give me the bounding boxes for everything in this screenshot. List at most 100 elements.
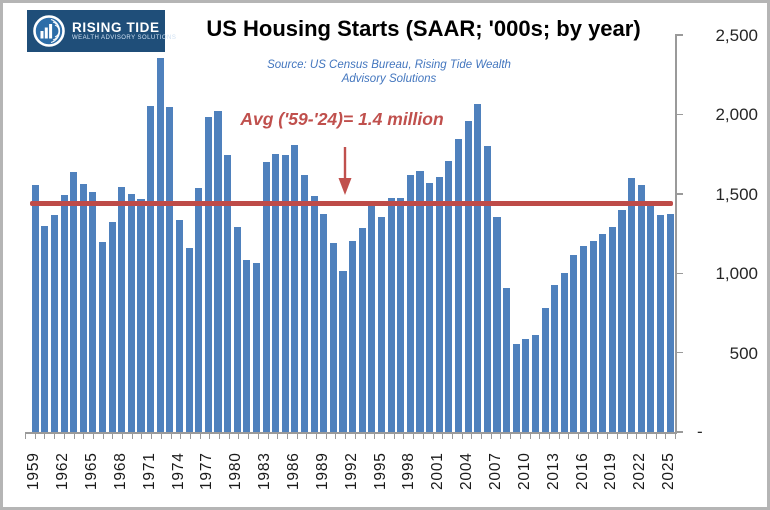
y-tick-0 xyxy=(675,431,683,433)
bar-2021 xyxy=(628,177,636,432)
x-tick-label-2001: 2001 xyxy=(429,452,447,490)
bar-2016 xyxy=(579,245,588,432)
bar-1972 xyxy=(156,57,164,432)
bar-2025 xyxy=(666,214,674,432)
x-tick-65 xyxy=(655,434,657,439)
source-note-line2: Advisory Solutions xyxy=(341,72,437,85)
x-tick-label-2013: 2013 xyxy=(544,452,562,490)
bar-2020 xyxy=(618,210,626,432)
x-tick-51 xyxy=(519,434,521,439)
x-tick-62 xyxy=(626,434,628,439)
bar-1982 xyxy=(252,263,261,432)
bar-1976 xyxy=(195,187,203,432)
x-tick-60 xyxy=(607,434,609,439)
bar-2009 xyxy=(512,344,520,432)
rising-tide-logo: RISING TIDE WEALTH ADVISORY SOLUTIONS xyxy=(27,10,176,52)
bar-1986 xyxy=(291,145,299,432)
x-tick-63 xyxy=(636,434,638,439)
bar-1965 xyxy=(89,192,97,432)
bar-1984 xyxy=(272,154,280,432)
x-tick-0 xyxy=(25,434,26,439)
source-note: Source: US Census Bureau, Rising Tide We… xyxy=(228,59,550,86)
y-tick-label-0: - xyxy=(697,422,703,441)
x-tick-50 xyxy=(510,434,512,439)
bar-2007 xyxy=(493,216,501,432)
x-tick-18 xyxy=(199,434,201,439)
x-tick-label-1983: 1983 xyxy=(256,452,274,490)
bar-1996 xyxy=(387,197,395,432)
x-tick-44 xyxy=(451,434,453,439)
source-note-line1: Source: US Census Bureau, Rising Tide We… xyxy=(267,59,511,71)
x-tick-19 xyxy=(209,434,211,439)
x-tick-2 xyxy=(44,434,46,439)
x-tick-20 xyxy=(219,434,220,439)
bar-2023 xyxy=(647,206,655,432)
bar-1963 xyxy=(70,172,78,432)
bar-1997 xyxy=(397,197,405,432)
bar-2018 xyxy=(599,233,607,432)
x-tick-label-2010: 2010 xyxy=(515,452,533,490)
x-tick-label-1986: 1986 xyxy=(284,452,302,490)
x-tick-59 xyxy=(597,434,599,439)
bar-2006 xyxy=(483,146,491,432)
bar-1974 xyxy=(175,219,184,432)
x-tick-label-1965: 1965 xyxy=(82,452,100,490)
x-tick-58 xyxy=(587,434,589,439)
x-tick-label-2007: 2007 xyxy=(487,452,504,490)
x-tick-55 xyxy=(558,434,560,439)
bar-1999 xyxy=(416,171,424,432)
logo-tagline: WEALTH ADVISORY SOLUTIONS xyxy=(72,35,177,41)
x-tick-39 xyxy=(403,434,405,439)
x-tick-64 xyxy=(645,434,647,439)
x-tick-35 xyxy=(364,434,366,439)
x-tick-34 xyxy=(354,434,356,439)
average-annotation: Avg ('59-'24)= 1.4 million xyxy=(240,109,444,129)
x-tick-67 xyxy=(675,434,676,439)
x-tick-24 xyxy=(257,434,259,439)
x-tick-5 xyxy=(73,434,75,439)
bar-1979 xyxy=(224,154,232,432)
x-tick-54 xyxy=(548,434,550,439)
x-tick-25 xyxy=(267,434,269,439)
x-tick-66 xyxy=(665,434,667,439)
x-tick-30 xyxy=(316,434,317,439)
bar-1995 xyxy=(377,217,386,432)
circle-waves-bars-icon xyxy=(33,15,65,47)
x-tick-label-1998: 1998 xyxy=(400,452,418,490)
x-tick-36 xyxy=(374,434,376,439)
x-tick-45 xyxy=(461,434,463,439)
x-tick-3 xyxy=(54,434,56,439)
x-tick-label-2016: 2016 xyxy=(573,452,591,490)
x-tick-7 xyxy=(92,434,94,439)
bar-1992 xyxy=(349,241,357,432)
bar-1994 xyxy=(368,200,376,432)
x-tick-61 xyxy=(616,434,618,439)
y-tick-1000 xyxy=(675,272,683,274)
bar-2011 xyxy=(531,335,539,432)
x-tick-52 xyxy=(529,434,531,439)
bar-2000 xyxy=(426,182,434,432)
x-tick-10 xyxy=(122,434,123,439)
bar-2008 xyxy=(503,288,511,432)
x-tick-29 xyxy=(306,434,308,439)
x-tick-57 xyxy=(578,434,579,439)
x-tick-48 xyxy=(490,434,492,439)
x-tick-label-1995: 1995 xyxy=(371,452,389,490)
bar-1987 xyxy=(301,174,309,432)
y-tick-label-2500: 2,500 xyxy=(715,26,758,45)
bar-2003 xyxy=(454,138,463,432)
x-tick-11 xyxy=(131,434,133,439)
bar-2017 xyxy=(589,241,597,432)
x-tick-6 xyxy=(83,434,85,439)
bar-1964 xyxy=(79,184,87,432)
x-tick-13 xyxy=(151,434,153,439)
y-axis-line xyxy=(675,35,677,432)
x-tick-53 xyxy=(539,434,541,439)
x-tick-label-2019: 2019 xyxy=(602,452,620,490)
x-tick-41 xyxy=(422,434,424,439)
x-tick-47 xyxy=(481,434,482,439)
bar-1985 xyxy=(281,155,289,432)
bar-1969 xyxy=(127,193,135,432)
x-axis-line xyxy=(25,432,677,434)
y-tick-label-1000: 1,000 xyxy=(715,264,758,284)
